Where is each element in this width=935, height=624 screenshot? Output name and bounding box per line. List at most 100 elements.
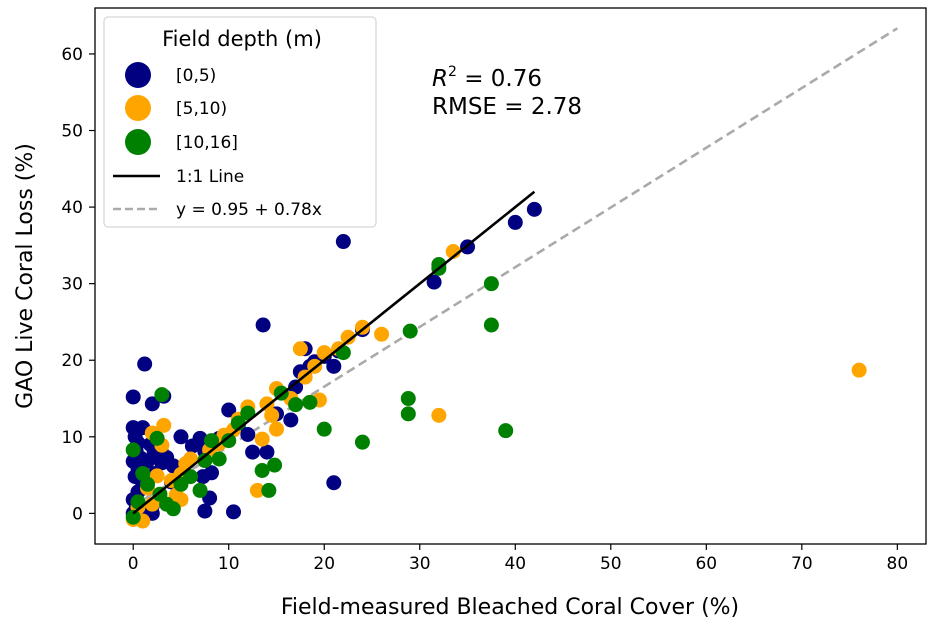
point-series-2-10: [192, 482, 208, 498]
r-squared-value: = 0.76: [457, 66, 542, 92]
point-series-0-0: [125, 389, 141, 405]
point-series-2-11: [197, 453, 213, 469]
point-series-2-17: [254, 462, 270, 478]
point-series-1-24: [264, 407, 280, 423]
point-series-2-34: [125, 509, 141, 525]
point-series-2-18: [261, 482, 277, 498]
point-series-2-0: [125, 442, 141, 458]
r-squared-exponent: 2: [448, 64, 457, 80]
legend: Field depth (m) [0,5) [5,10) [10,16] 1:1…: [103, 16, 377, 228]
y-tick-label-3: 30: [61, 275, 83, 295]
point-series-2-4: [154, 387, 170, 403]
point-series-1-14: [183, 451, 199, 467]
point-series-0-40: [221, 402, 237, 418]
x-tick-label-4: 40: [504, 554, 526, 574]
point-series-1-26: [268, 421, 284, 437]
point-series-0-61: [507, 214, 523, 230]
one-to-one-line: [132, 190, 536, 515]
point-series-2-21: [288, 397, 304, 413]
x-tick-label-2: 20: [313, 554, 335, 574]
point-series-2-30: [431, 257, 447, 273]
x-tick-label-3: 30: [409, 554, 431, 574]
y-axis-label: GAO Live Coral Loss (%): [13, 143, 38, 409]
point-series-2-31: [483, 276, 499, 292]
point-series-0-38: [226, 504, 241, 520]
point-series-2-24: [335, 345, 351, 361]
point-series-0-37: [197, 503, 213, 519]
point-series-2-19: [267, 457, 283, 473]
legend-label-fit: y = 0.95 + 0.78x: [176, 200, 322, 220]
points-layer: [125, 201, 867, 529]
point-series-0-35: [204, 465, 220, 481]
x-tick-label-5: 50: [600, 554, 622, 574]
x-tick-label-6: 60: [695, 554, 717, 574]
point-series-0-15: [140, 453, 156, 469]
x-axis-ticks: 0 10 20 30 40 50 60 70 80: [128, 544, 908, 574]
point-series-0-32: [192, 430, 208, 446]
y-axis-ticks: 0 10 20 30 40 50 60: [61, 45, 95, 524]
point-series-2-3: [149, 430, 165, 446]
point-series-0-43: [245, 444, 261, 460]
legend-label-depth-0-5: [0,5): [176, 66, 216, 86]
point-series-2-14: [221, 433, 237, 449]
x-tick-label-1: 10: [218, 554, 240, 574]
point-series-2-25: [354, 434, 370, 450]
r-squared-annotation: R2 = 0.76: [432, 64, 542, 92]
r-squared-symbol: R: [432, 66, 448, 92]
legend-marker-depth-10-16: [125, 129, 151, 155]
y-tick-label-0: 0: [72, 504, 83, 524]
point-series-1-21: [249, 482, 265, 498]
legend-label-one-to-one: 1:1 Line: [176, 167, 244, 187]
x-axis-label: Field-measured Bleached Coral Cover (%): [281, 595, 739, 620]
point-series-2-33: [498, 423, 514, 439]
point-series-2-35: [130, 494, 146, 510]
point-series-0-54: [326, 358, 342, 374]
point-series-0-1: [137, 356, 153, 372]
point-series-2-16: [240, 405, 256, 421]
point-series-2-22: [302, 394, 318, 410]
point-series-0-62: [526, 201, 542, 217]
legend-label-depth-5-10: [5,10): [176, 99, 227, 119]
y-tick-label-4: 40: [61, 198, 83, 218]
point-series-1-32: [316, 345, 332, 361]
legend-marker-depth-5-10: [125, 95, 151, 121]
plot-frame: [94, 7, 927, 545]
point-series-0-41: [240, 427, 256, 443]
point-series-1-36: [374, 326, 390, 342]
legend-marker-depth-0-5: [125, 62, 151, 88]
point-series-0-45: [259, 444, 275, 460]
point-series-1-7: [156, 417, 172, 433]
y-tick-label-6: 60: [61, 45, 83, 65]
point-series-2-7: [165, 501, 181, 517]
point-series-2-28: [400, 406, 416, 422]
y-tick-label-1: 10: [61, 428, 83, 448]
point-series-1-34: [340, 329, 356, 345]
point-series-0-47: [283, 412, 299, 428]
point-series-0-2: [144, 396, 160, 412]
point-series-1-39: [851, 362, 867, 378]
point-series-2-12: [204, 433, 220, 449]
point-series-1-22: [254, 431, 270, 447]
point-series-1-37: [431, 407, 447, 423]
x-tick-label-0: 0: [128, 554, 139, 574]
y-tick-label-2: 20: [61, 351, 83, 371]
legend-title: Field depth (m): [162, 27, 322, 51]
legend-box: [103, 16, 377, 228]
y-tick-label-5: 50: [61, 122, 83, 142]
point-series-0-44: [255, 317, 271, 333]
point-series-2-23: [316, 421, 332, 437]
point-series-2-26: [402, 323, 418, 339]
rmse-annotation: RMSE = 2.78: [432, 94, 582, 120]
fit-line: [132, 27, 899, 508]
x-tick-label-8: 80: [887, 554, 909, 574]
point-series-0-56: [335, 234, 351, 250]
point-series-2-13: [211, 451, 227, 467]
point-series-2-32: [483, 317, 499, 333]
legend-label-depth-10-16: [10,16]: [176, 133, 238, 153]
point-series-2-2: [140, 476, 156, 492]
point-series-0-48: [288, 379, 304, 395]
point-series-0-57: [326, 475, 342, 491]
point-series-0-30: [173, 429, 189, 445]
point-series-2-27: [400, 391, 416, 407]
